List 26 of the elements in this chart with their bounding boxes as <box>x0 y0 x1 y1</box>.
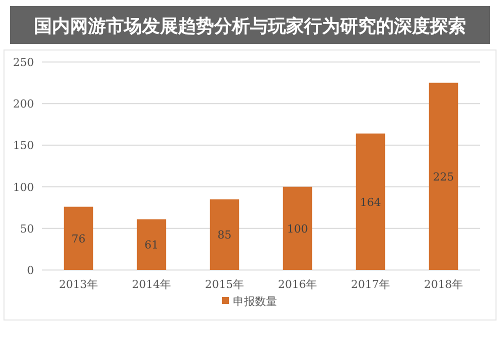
y-tick-label: 100 <box>13 180 34 194</box>
x-tick-label: 2013年 <box>59 278 98 291</box>
x-tick-label: 2016年 <box>278 278 317 291</box>
data-label: 85 <box>218 228 232 242</box>
y-tick-label: 200 <box>13 98 34 111</box>
bar <box>428 82 458 270</box>
bar <box>282 186 312 270</box>
bar <box>64 206 94 270</box>
bar <box>210 199 240 270</box>
y-tick-label: 50 <box>20 222 34 236</box>
data-label: 61 <box>144 238 158 252</box>
chart-title: 国内网游市场发展趋势分析与玩家行为研究的深度探索 <box>34 16 466 37</box>
bar <box>356 134 386 270</box>
bar <box>136 219 166 270</box>
y-tick-label: 250 <box>13 56 34 69</box>
x-tick-label: 2014年 <box>132 278 171 291</box>
legend-label: 申报数量 <box>233 295 277 308</box>
x-tick-label: 2018年 <box>424 278 463 291</box>
data-label: 100 <box>287 222 308 236</box>
data-label: 164 <box>360 196 381 209</box>
data-label: 76 <box>72 232 86 246</box>
x-tick-label: 2017年 <box>351 278 390 291</box>
data-label: 225 <box>433 170 454 184</box>
y-tick-label: 150 <box>13 139 34 152</box>
x-tick-label: 2015年 <box>205 278 244 291</box>
y-tick-label: 0 <box>27 264 34 277</box>
